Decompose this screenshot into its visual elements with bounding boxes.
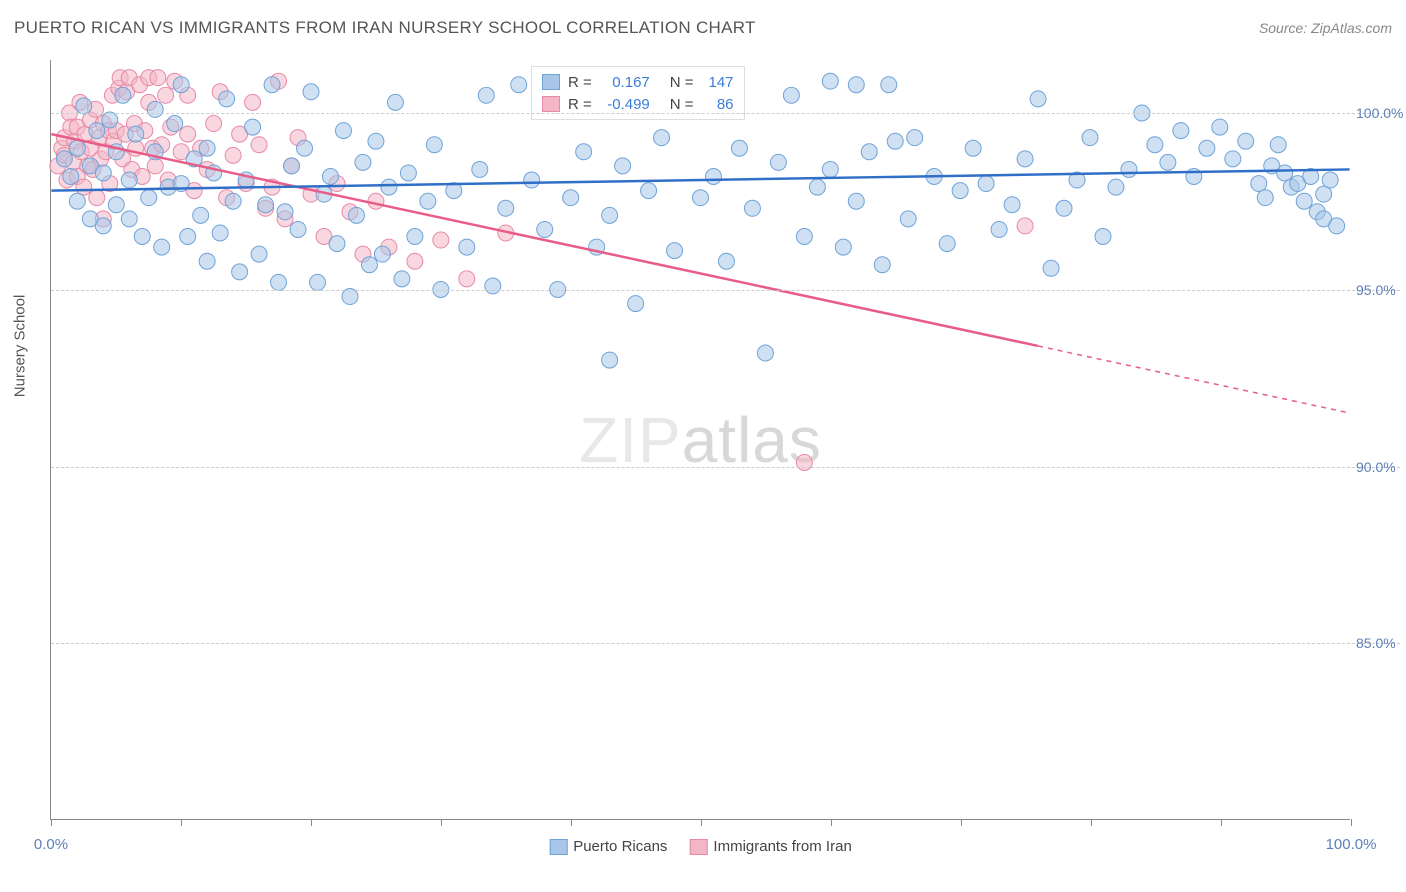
xtick <box>1351 819 1352 826</box>
r-label: R = <box>568 74 592 91</box>
ytick-label: 90.0% <box>1356 459 1406 475</box>
legend-label-1: Puerto Ricans <box>573 838 667 855</box>
legend-label-2: Immigrants from Iran <box>713 838 851 855</box>
n-label: N = <box>670 96 694 113</box>
r-value-1: 0.167 <box>602 74 650 91</box>
gridline <box>51 643 1400 644</box>
xtick <box>311 819 312 826</box>
xtick <box>1091 819 1092 826</box>
xtick <box>51 819 52 826</box>
ytick-label: 85.0% <box>1356 635 1406 651</box>
chart-title: PUERTO RICAN VS IMMIGRANTS FROM IRAN NUR… <box>14 18 756 38</box>
chart-svg <box>51 60 1350 819</box>
gridline <box>51 113 1400 114</box>
stats-row-1: R = 0.167 N = 147 <box>542 71 734 93</box>
xtick <box>701 819 702 826</box>
stats-legend: R = 0.167 N = 147 R = -0.499 N = 86 <box>531 66 745 120</box>
xtick-label: 0.0% <box>34 836 68 853</box>
xtick <box>441 819 442 826</box>
xtick <box>831 819 832 826</box>
swatch-series-1 <box>542 74 560 90</box>
xtick <box>181 819 182 826</box>
legend-item-2: Immigrants from Iran <box>689 838 851 855</box>
r-value-2: -0.499 <box>602 96 650 113</box>
ytick-label: 100.0% <box>1356 105 1406 121</box>
gridline <box>51 290 1400 291</box>
plot-area: ZIPatlas R = 0.167 N = 147 R = -0.499 N … <box>50 60 1350 820</box>
ytick-label: 95.0% <box>1356 282 1406 298</box>
r-label: R = <box>568 96 592 113</box>
stats-row-2: R = -0.499 N = 86 <box>542 93 734 115</box>
gridline <box>51 467 1400 468</box>
source-label: Source: ZipAtlas.com <box>1259 20 1392 36</box>
n-value-2: 86 <box>704 96 734 113</box>
xtick <box>571 819 572 826</box>
n-label: N = <box>670 74 694 91</box>
legend-swatch-1 <box>549 839 567 855</box>
y-axis-label: Nursery School <box>12 295 29 398</box>
xtick-label: 100.0% <box>1326 836 1377 853</box>
legend-swatch-2 <box>689 839 707 855</box>
xtick <box>961 819 962 826</box>
swatch-series-2 <box>542 96 560 112</box>
n-value-1: 147 <box>704 74 734 91</box>
legend-item-1: Puerto Ricans <box>549 838 667 855</box>
xtick <box>1221 819 1222 826</box>
legend-bottom: Puerto Ricans Immigrants from Iran <box>549 838 852 855</box>
